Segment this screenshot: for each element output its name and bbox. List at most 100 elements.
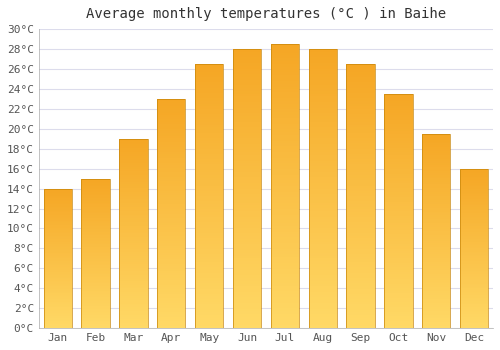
Bar: [346, 98, 375, 101]
Bar: [82, 237, 110, 238]
Bar: [270, 243, 299, 246]
Bar: [157, 172, 186, 175]
Bar: [82, 268, 110, 270]
Bar: [157, 319, 186, 321]
Bar: [119, 309, 148, 311]
Bar: [422, 311, 450, 313]
Bar: [233, 306, 261, 309]
Bar: [82, 285, 110, 286]
Bar: [460, 191, 488, 193]
Bar: [460, 293, 488, 295]
Bar: [384, 272, 412, 274]
Bar: [422, 285, 450, 287]
Bar: [233, 189, 261, 191]
Bar: [460, 258, 488, 260]
Bar: [44, 296, 72, 297]
Bar: [308, 247, 337, 250]
Bar: [422, 315, 450, 316]
Bar: [119, 313, 148, 315]
Bar: [346, 170, 375, 172]
Bar: [384, 267, 412, 270]
Bar: [384, 291, 412, 293]
Bar: [44, 215, 72, 217]
Bar: [44, 299, 72, 300]
Bar: [157, 234, 186, 237]
Bar: [119, 233, 148, 235]
Bar: [384, 288, 412, 291]
Bar: [82, 255, 110, 257]
Bar: [44, 275, 72, 276]
Title: Average monthly temperatures (°C ) in Baihe: Average monthly temperatures (°C ) in Ba…: [86, 7, 446, 21]
Bar: [44, 243, 72, 244]
Bar: [384, 164, 412, 167]
Bar: [195, 146, 224, 148]
Bar: [44, 307, 72, 309]
Bar: [195, 281, 224, 283]
Bar: [44, 189, 72, 190]
Bar: [346, 177, 375, 180]
Bar: [195, 275, 224, 278]
Bar: [44, 320, 72, 321]
Bar: [270, 266, 299, 268]
Bar: [44, 201, 72, 203]
Bar: [119, 294, 148, 296]
Bar: [384, 298, 412, 300]
Bar: [82, 240, 110, 241]
Bar: [308, 239, 337, 241]
Bar: [308, 183, 337, 186]
Bar: [157, 197, 186, 200]
Bar: [270, 126, 299, 129]
Bar: [270, 268, 299, 271]
Bar: [422, 229, 450, 231]
Bar: [346, 104, 375, 106]
Bar: [270, 286, 299, 288]
Bar: [195, 151, 224, 154]
Bar: [157, 181, 186, 184]
Bar: [460, 296, 488, 298]
Bar: [308, 69, 337, 71]
Bar: [119, 292, 148, 294]
Bar: [384, 148, 412, 150]
Bar: [346, 112, 375, 114]
Bar: [195, 72, 224, 75]
Bar: [384, 136, 412, 138]
Bar: [82, 225, 110, 226]
Bar: [44, 268, 72, 270]
Bar: [422, 233, 450, 235]
Bar: [346, 85, 375, 88]
Bar: [157, 289, 186, 292]
Bar: [346, 228, 375, 230]
Bar: [308, 286, 337, 289]
Bar: [44, 232, 72, 233]
Bar: [346, 127, 375, 130]
Bar: [44, 316, 72, 317]
Bar: [82, 231, 110, 232]
Bar: [195, 109, 224, 112]
Bar: [44, 226, 72, 228]
Bar: [346, 125, 375, 127]
Bar: [422, 182, 450, 184]
Bar: [346, 315, 375, 317]
Bar: [82, 226, 110, 228]
Bar: [270, 146, 299, 149]
Bar: [422, 208, 450, 210]
Bar: [422, 134, 450, 136]
Bar: [270, 118, 299, 121]
Bar: [270, 90, 299, 92]
Bar: [82, 249, 110, 250]
Bar: [82, 276, 110, 277]
Bar: [44, 270, 72, 271]
Bar: [82, 303, 110, 304]
Bar: [346, 196, 375, 199]
Bar: [308, 244, 337, 247]
Bar: [346, 302, 375, 304]
Bar: [233, 52, 261, 55]
Bar: [82, 265, 110, 267]
Bar: [44, 309, 72, 310]
Bar: [308, 99, 337, 102]
Bar: [44, 279, 72, 281]
Bar: [119, 148, 148, 150]
Bar: [119, 288, 148, 290]
Bar: [346, 88, 375, 90]
Bar: [82, 271, 110, 273]
